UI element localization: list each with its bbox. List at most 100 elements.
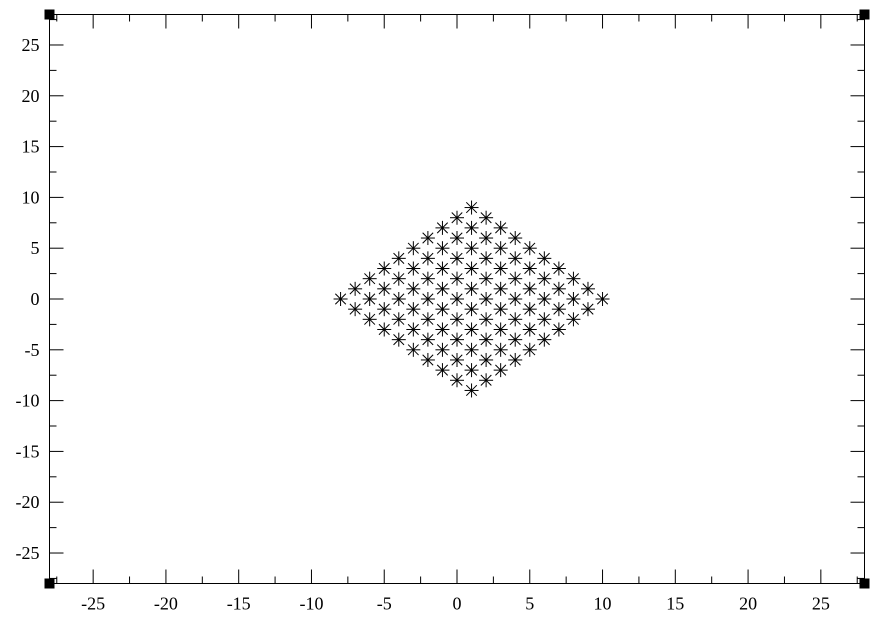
data-point-asterisk — [391, 312, 406, 327]
data-point-asterisk — [493, 342, 508, 357]
data-point-asterisk — [450, 210, 464, 225]
data-point-asterisk — [493, 220, 508, 235]
data-point-asterisk — [348, 302, 363, 317]
data-point-asterisk — [464, 342, 479, 357]
data-point-asterisk — [493, 363, 508, 378]
data-point-asterisk — [435, 261, 450, 276]
data-point-asterisk — [479, 373, 494, 388]
data-point-asterisk — [420, 332, 435, 347]
data-point-asterisk — [377, 261, 392, 276]
data-point-asterisk — [464, 261, 479, 276]
data-point-asterisk — [420, 292, 435, 306]
data-point-asterisk — [566, 312, 581, 327]
x-tick-label: 25 — [812, 594, 830, 614]
data-point-asterisk — [333, 292, 348, 306]
y-tick-label: 0 — [31, 289, 40, 309]
frame-corner-handle — [859, 578, 870, 589]
data-point-asterisk — [551, 281, 566, 296]
y-tick-label: -10 — [16, 391, 40, 411]
data-point-asterisk — [435, 363, 450, 378]
x-tick-label: 10 — [594, 594, 612, 614]
data-point-asterisk — [420, 251, 435, 266]
data-point-asterisk — [362, 271, 377, 286]
data-point-asterisk — [377, 322, 392, 337]
data-point-asterisk — [391, 271, 406, 286]
data-point-asterisk — [450, 332, 464, 347]
data-point-asterisk — [522, 342, 537, 357]
frame-corners — [44, 9, 870, 589]
x-tick-label: -10 — [299, 594, 323, 614]
data-point-asterisk — [522, 261, 537, 276]
y-tick-label: 10 — [22, 187, 40, 207]
data-point-asterisk — [479, 312, 494, 327]
y-tick-label: -5 — [25, 340, 40, 360]
data-point-asterisk — [450, 373, 464, 388]
data-point-asterisk — [464, 200, 479, 215]
data-point-asterisk — [479, 271, 494, 286]
data-point-asterisk — [522, 281, 537, 296]
data-point-asterisk — [508, 271, 523, 286]
data-point-asterisk — [537, 271, 552, 286]
data-point-asterisk — [450, 292, 464, 306]
data-point-asterisk — [493, 322, 508, 337]
data-point-asterisk — [479, 332, 494, 347]
data-point-asterisk — [420, 352, 435, 367]
data-point-asterisk — [595, 292, 610, 306]
x-tick-label: -20 — [154, 594, 178, 614]
data-point-asterisk — [420, 231, 435, 246]
x-tick-label: 20 — [739, 594, 757, 614]
data-point-asterisk — [391, 292, 406, 306]
data-point-asterisk — [435, 220, 450, 235]
data-point-asterisk — [464, 220, 479, 235]
data-point-asterisk — [391, 332, 406, 347]
data-point-asterisk — [580, 281, 595, 296]
data-point-asterisk — [464, 363, 479, 378]
data-point-asterisk — [406, 302, 421, 317]
x-tick-label: 5 — [525, 594, 534, 614]
y-tick-label: -20 — [16, 492, 40, 512]
data-point-asterisk — [537, 332, 552, 347]
data-point-asterisk — [522, 302, 537, 317]
data-point-asterisk — [450, 251, 464, 266]
data-point-asterisk — [493, 302, 508, 317]
data-point-asterisk — [464, 322, 479, 337]
data-point-asterisk — [377, 302, 392, 317]
data-point-asterisk — [493, 281, 508, 296]
data-point-asterisk — [566, 271, 581, 286]
data-point-asterisk — [348, 281, 363, 296]
frame-corner-handle — [44, 578, 55, 589]
data-point-asterisk — [406, 281, 421, 296]
data-point-asterisk — [566, 292, 581, 306]
data-point-asterisk — [479, 352, 494, 367]
data-point-asterisk — [435, 342, 450, 357]
data-point-asterisk — [435, 241, 450, 256]
data-point-asterisk — [479, 231, 494, 246]
y-tick-label: 15 — [22, 137, 40, 157]
frame-corner-handle — [859, 9, 870, 20]
x-tick-label: 0 — [453, 594, 462, 614]
data-point-asterisk — [464, 241, 479, 256]
data-point-asterisk — [450, 312, 464, 327]
data-point-asterisk — [479, 292, 494, 306]
y-tick-label: 5 — [31, 238, 40, 258]
y-tick-labels: -25 -20 -15 -10 -5 0 5 10 15 20 25 — [16, 35, 40, 563]
x-tick-labels: -25 -20 -15 -10 -5 0 5 10 15 20 25 — [81, 594, 830, 614]
data-point-asterisk — [464, 281, 479, 296]
data-point-asterisk — [450, 271, 464, 286]
data-point-asterisk — [464, 383, 479, 398]
x-tick-label: -15 — [227, 594, 251, 614]
data-point-asterisk — [406, 322, 421, 337]
data-point-asterisk — [362, 292, 377, 306]
data-point-asterisk — [522, 241, 537, 256]
data-point-asterisk — [391, 251, 406, 266]
frame-corner-handle — [44, 9, 55, 20]
data-point-asterisk — [537, 292, 552, 306]
x-tick-label: -5 — [377, 594, 392, 614]
data-point-asterisk — [435, 322, 450, 337]
data-point-asterisk — [551, 261, 566, 276]
plot-frame — [49, 14, 865, 584]
data-point-asterisk — [537, 312, 552, 327]
data-point-asterisk — [406, 261, 421, 276]
data-point-asterisk — [508, 251, 523, 266]
